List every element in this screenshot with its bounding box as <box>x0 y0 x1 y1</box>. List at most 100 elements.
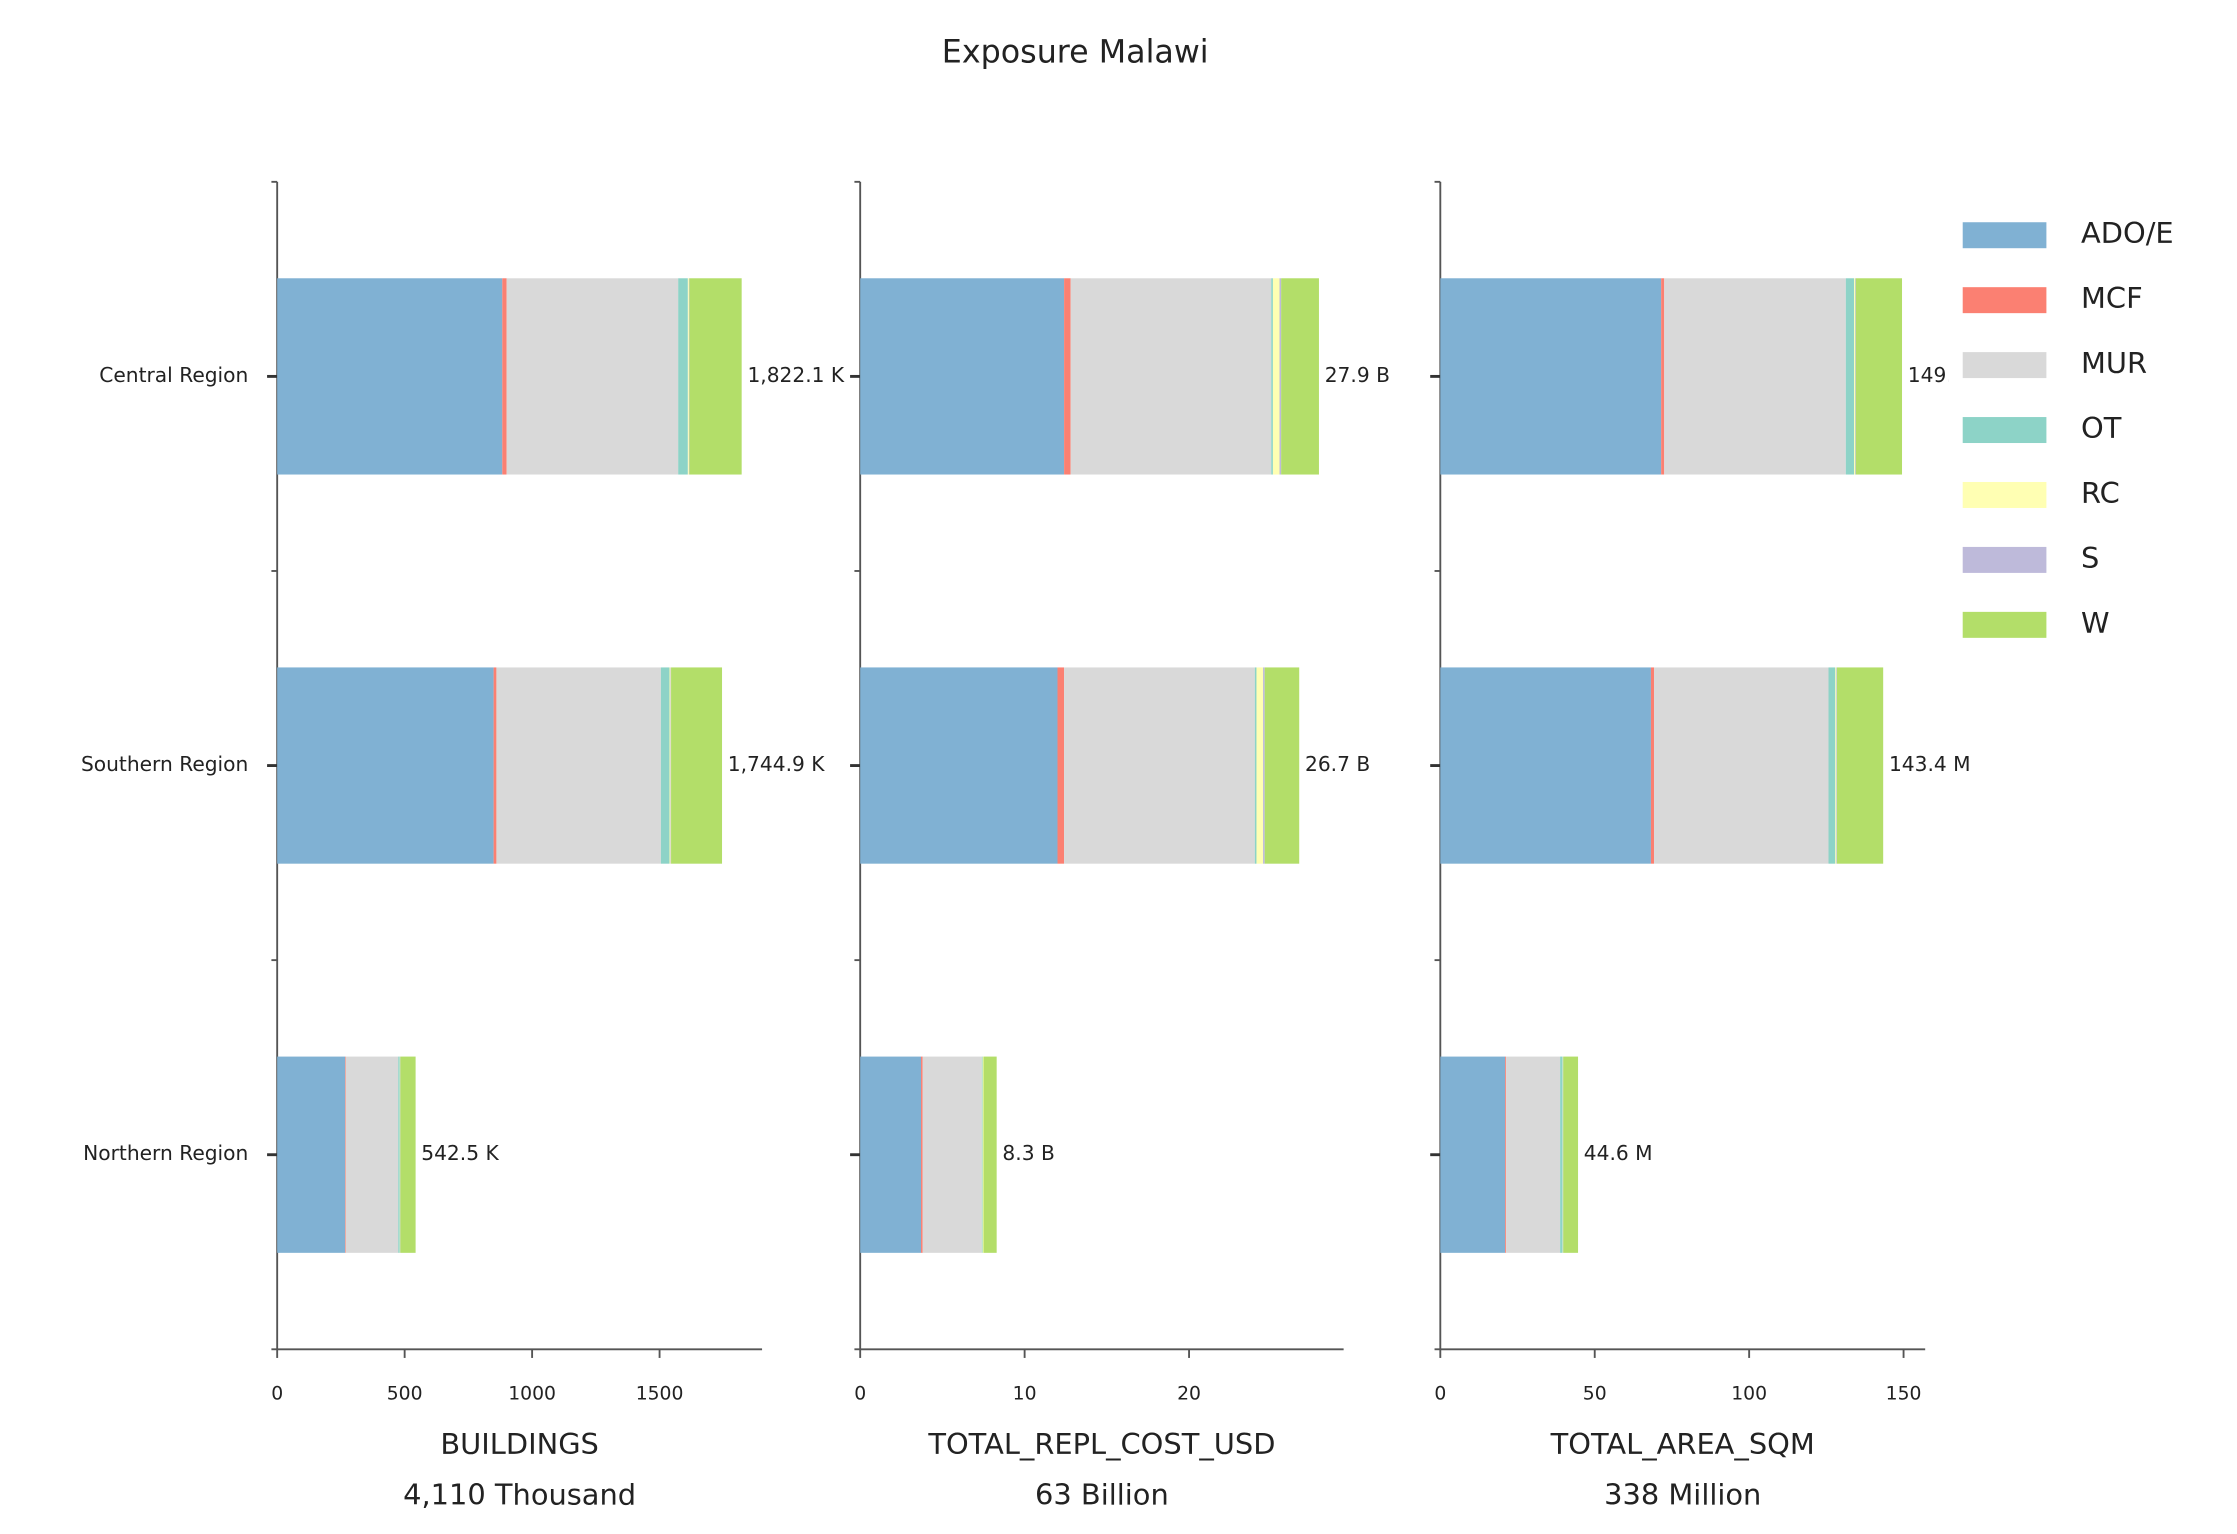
legend-swatch <box>1962 417 2047 444</box>
x-tick-label: 0 <box>1434 1384 1446 1405</box>
bar-segment <box>1855 278 1903 475</box>
legend: ADO/E MCF MUR OT RC SW <box>1948 202 2230 657</box>
total-label: 8.3 B <box>1002 1141 1054 1165</box>
legend-label: S <box>2081 541 2099 575</box>
bar-segment <box>1440 667 1651 864</box>
bar-segment <box>1828 667 1836 864</box>
x-axis-subtitle: 338 Million <box>1604 1477 1761 1511</box>
bar-segment <box>660 667 670 864</box>
bar-segment <box>1560 1056 1563 1253</box>
bar-segment <box>1664 278 1846 475</box>
bar-segment <box>1661 278 1665 475</box>
legend-swatch <box>1962 222 2047 249</box>
bar-segment <box>493 667 497 864</box>
x-axis-title: TOTAL_REPL_COST_USD <box>927 1427 1275 1461</box>
legend-swatch <box>1962 611 2047 638</box>
bar-segment <box>400 1056 416 1253</box>
total-label: 27.9 B <box>1325 363 1390 387</box>
bar-segment <box>1263 667 1265 864</box>
bar-segment <box>496 667 661 864</box>
bar-segment <box>689 278 742 475</box>
total-label: 1,744.9 K <box>728 752 825 776</box>
bar-segment <box>506 278 679 475</box>
x-tick-label: 0 <box>271 1384 283 1405</box>
total-label: 542.5 K <box>421 1141 499 1165</box>
bar-segment <box>1256 667 1264 864</box>
bar-segment <box>345 1056 399 1253</box>
bar-segment <box>983 1056 997 1253</box>
x-axis-title: BUILDINGS <box>440 1427 599 1461</box>
bar-segment <box>678 278 688 475</box>
bar-segment <box>1845 278 1855 475</box>
bar-segment <box>669 667 671 864</box>
x-tick-label: 100 <box>1731 1384 1767 1405</box>
legend-swatch <box>1962 481 2047 508</box>
x-tick-label: 1500 <box>636 1384 684 1405</box>
legend-label: OT <box>2081 411 2122 445</box>
x-tick-label: 50 <box>1583 1384 1607 1405</box>
bar-segment <box>344 1056 346 1253</box>
bar-segment <box>398 1056 400 1253</box>
bar-segment <box>277 1056 345 1253</box>
legend-swatch <box>1962 352 2047 379</box>
bar-segment <box>1563 1056 1579 1253</box>
bar-segment <box>277 667 494 864</box>
y-tick-label: Northern Region <box>83 1141 248 1165</box>
legend-label: W <box>2081 606 2110 640</box>
bar-segment <box>921 1056 923 1253</box>
y-tick-label: Central Region <box>99 363 248 387</box>
bar-segment <box>1254 667 1257 864</box>
bar-segment <box>670 667 672 864</box>
legend-label: MCF <box>2081 281 2143 315</box>
bar-segment <box>502 278 507 475</box>
bar-segment <box>1279 278 1282 475</box>
legend-label: MUR <box>2081 346 2147 380</box>
bar-segment <box>1264 667 1300 864</box>
legend-label: ADO/E <box>2081 216 2174 250</box>
figure-title: Exposure Malawi <box>942 34 1209 70</box>
bar-segment <box>1854 278 1856 475</box>
x-tick-label: 0 <box>854 1384 866 1405</box>
bar-segment <box>860 278 1065 475</box>
bar-segment <box>1070 278 1272 475</box>
x-tick-label: 150 <box>1886 1384 1922 1405</box>
bar-segment <box>687 278 689 475</box>
bar-segment <box>1654 667 1829 864</box>
y-tick-label: Southern Region <box>81 752 248 776</box>
bar-segment <box>981 1056 983 1253</box>
x-tick-label: 10 <box>1013 1384 1037 1405</box>
total-label: 143.4 M <box>1889 752 1971 776</box>
bar-segment <box>1835 667 1837 864</box>
x-axis-title: TOTAL_AREA_SQM <box>1550 1427 1815 1461</box>
bar-segment <box>1440 278 1662 475</box>
bar-segment <box>277 278 503 475</box>
bar-segment <box>922 1056 982 1253</box>
x-axis-subtitle: 63 Billion <box>1035 1477 1169 1511</box>
bar-segment <box>1064 667 1255 864</box>
bar-segment <box>982 1056 984 1253</box>
bar-segment <box>860 1056 922 1253</box>
bar-segment <box>1836 667 1884 864</box>
bar-segment <box>1271 278 1273 475</box>
bar-segment <box>1272 278 1280 475</box>
x-axis-subtitle: 4,110 Thousand <box>403 1477 636 1511</box>
x-tick-label: 500 <box>387 1384 423 1405</box>
bar-segment <box>688 278 690 475</box>
bar-segment <box>1505 1056 1507 1253</box>
x-tick-label: 20 <box>1177 1384 1201 1405</box>
bar-segment <box>1440 1056 1506 1253</box>
legend-label: RC <box>2081 476 2120 510</box>
total-label: 44.6 M <box>1584 1141 1653 1165</box>
total-label: 1,822.1 K <box>747 363 844 387</box>
legend-swatch <box>1962 287 2047 314</box>
bar-segment <box>860 667 1058 864</box>
total-label: 26.7 B <box>1305 752 1370 776</box>
bar-segment <box>1281 278 1319 475</box>
bar-segment <box>1836 667 1837 864</box>
legend-swatch <box>1962 546 2047 573</box>
bar-segment <box>1064 278 1071 475</box>
x-tick-label: 1000 <box>508 1384 556 1405</box>
bar-segment <box>1506 1056 1561 1253</box>
